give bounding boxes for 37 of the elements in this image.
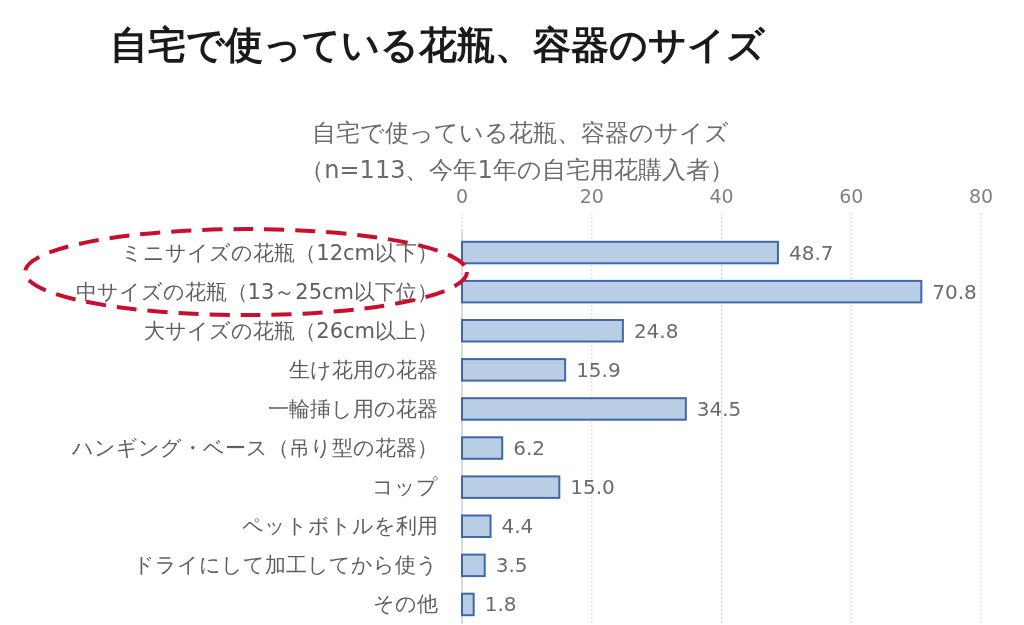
bar [461, 475, 561, 499]
data-label: 48.7 [788, 240, 834, 265]
category-label: ペットボトルを利用 [242, 514, 438, 539]
category-label: ハンギング・ベース（吊り型の花器） [72, 436, 438, 461]
bar [461, 358, 567, 382]
category-label: コップ [372, 475, 438, 500]
category-label: ミニサイズの花瓶（12cm以下） [121, 240, 438, 265]
category-label: その他 [373, 592, 438, 617]
data-label: 4.4 [501, 514, 534, 539]
data-label: 24.8 [633, 318, 679, 343]
category-label: 生け花用の花器 [289, 357, 438, 382]
bar [461, 436, 504, 460]
bar [461, 240, 779, 265]
category-label: 一輪挿し用の花器 [268, 396, 438, 421]
chart-subtitle: 自宅で使っている花瓶、容器のサイズ [311, 119, 729, 147]
bar [461, 514, 492, 538]
bar [461, 397, 687, 421]
data-label: 1.8 [484, 592, 517, 617]
x-tick-label: 40 [709, 185, 734, 207]
data-label: 3.5 [495, 553, 528, 578]
category-label: ドライにして加工してから使う [133, 553, 438, 578]
bar [461, 279, 923, 304]
x-tick-label: 0 [455, 185, 469, 207]
chart-title: 自宅で使っている花瓶、容器のサイズ [110, 23, 766, 67]
data-label: 15.9 [576, 357, 621, 382]
bar [461, 553, 486, 578]
data-label: 70.8 [932, 279, 977, 304]
x-tick-label: 20 [579, 185, 604, 207]
data-label: 6.2 [513, 436, 546, 461]
bar [461, 592, 475, 617]
text: （n=113、今年1年の自宅用花購入者） [300, 156, 734, 184]
bar [461, 319, 624, 343]
data-label: 15.0 [570, 475, 615, 500]
data-label: 34.5 [696, 396, 742, 421]
category-label: 大サイズの花瓶（26cm以上） [144, 318, 438, 343]
x-tick-label: 60 [839, 185, 864, 207]
x-tick-label: 80 [968, 185, 994, 207]
